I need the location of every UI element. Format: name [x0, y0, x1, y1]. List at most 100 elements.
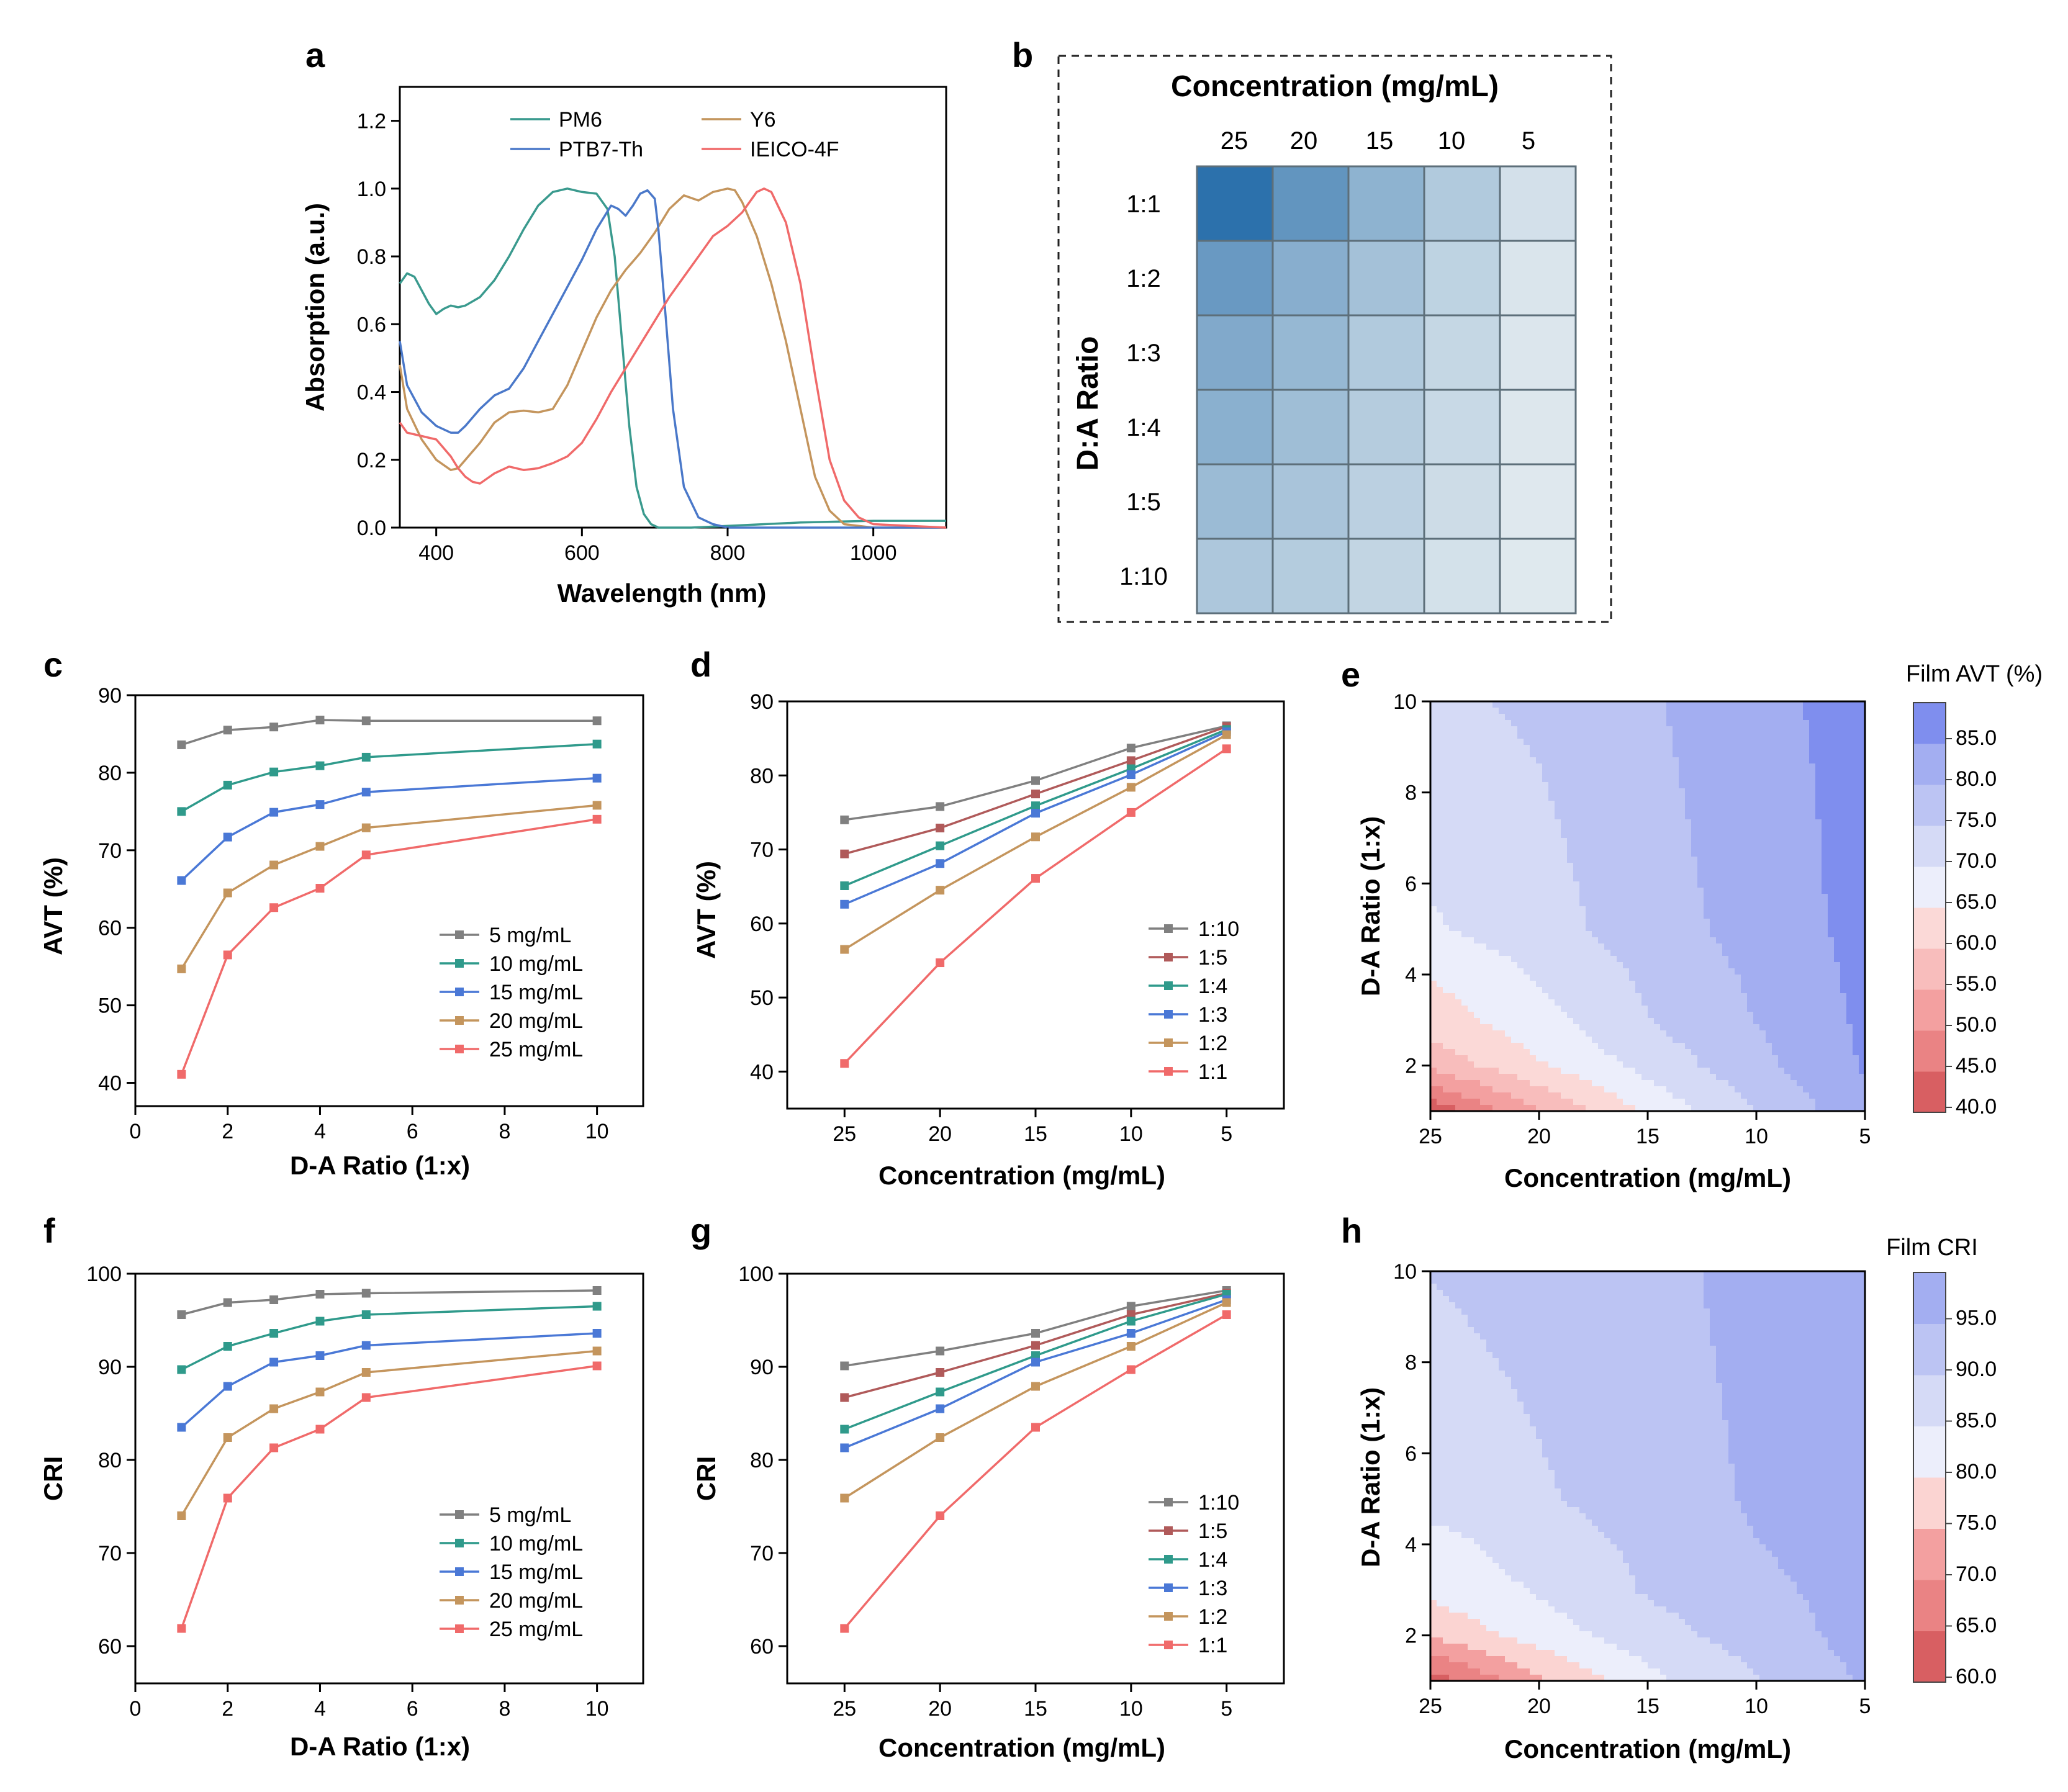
contour-cell: [1660, 720, 1667, 727]
contour-cell: [1747, 968, 1754, 975]
contour-cell: [1834, 776, 1841, 783]
contour-cell: [1722, 1049, 1729, 1056]
contour-cell: [1499, 857, 1506, 863]
contour-cell: [1536, 987, 1543, 994]
contour-cell: [1691, 1074, 1698, 1081]
contour-cell: [1592, 987, 1599, 994]
contour-cell: [1728, 795, 1735, 801]
contour-cell: [1536, 919, 1543, 925]
contour-cell: [1759, 975, 1766, 981]
contour-cell: [1561, 1068, 1568, 1074]
contour-cell: [1536, 1043, 1543, 1050]
contour-cell: [1803, 1105, 1810, 1112]
contour-cell: [1561, 826, 1568, 832]
contour-cell: [1641, 770, 1648, 777]
contour-cell: [1586, 987, 1592, 994]
contour-cell: [1530, 1055, 1537, 1062]
contour-cell: [1530, 1037, 1537, 1043]
contour-cell: [1511, 1068, 1518, 1074]
contour-cell: [1617, 826, 1623, 832]
contour-cell: [1685, 1105, 1692, 1112]
contour-cell: [1443, 1086, 1450, 1093]
contour-cell: [1716, 807, 1723, 814]
contour-cell: [1629, 999, 1636, 1006]
data-point: [177, 1511, 186, 1520]
contour-cell: [1722, 937, 1729, 944]
contour-cell: [1530, 931, 1537, 938]
contour-cell: [1691, 894, 1698, 901]
contour-cell: [1797, 776, 1804, 783]
contour-cell: [1815, 1030, 1822, 1037]
contour-cell: [1648, 968, 1655, 975]
contour-cell: [1741, 757, 1748, 764]
contour-cell: [1461, 999, 1468, 1006]
contour-cell: [1561, 850, 1568, 857]
contour-cell: [1704, 708, 1710, 714]
contour-cell: [1468, 745, 1474, 752]
contour-cell: [1524, 1030, 1530, 1037]
data-point: [177, 807, 186, 816]
contour-cell: [1822, 757, 1828, 764]
contour-cell: [1449, 708, 1456, 714]
contour-cell: [1530, 912, 1537, 919]
contour-cell: [1784, 975, 1791, 981]
contour-cell: [1561, 1074, 1568, 1081]
contour-cell: [1710, 950, 1717, 957]
contour-cell: [1517, 838, 1524, 845]
contour-cell: [1430, 863, 1437, 870]
contour-cell: [1542, 714, 1549, 721]
panel-d-legend: 1:101:51:41:31:21:1: [1149, 917, 1239, 1084]
film-sample-cell: [1423, 240, 1501, 317]
contour-cell: [1542, 708, 1549, 714]
contour-cell: [1635, 751, 1642, 758]
contour-cell: [1542, 726, 1549, 733]
contour-cell: [1716, 832, 1723, 839]
contour-cell: [1505, 931, 1512, 938]
data-point: [1031, 801, 1040, 811]
data-point: [1031, 790, 1040, 799]
contour-cell: [1443, 869, 1450, 876]
contour-cell: [1679, 1105, 1686, 1112]
contour-cell: [1747, 881, 1754, 888]
contour-cell: [1505, 819, 1512, 826]
contour-cell: [1617, 875, 1623, 882]
contour-cell: [1517, 850, 1524, 857]
contour-cell: [1455, 1080, 1462, 1087]
contour-cell: [1815, 739, 1822, 745]
contour-cell: [1623, 875, 1630, 882]
contour-cell: [1753, 776, 1760, 783]
contour-cell: [1822, 1099, 1828, 1105]
panel-d-y-axis-label: AVT (%): [692, 861, 721, 959]
contour-cell: [1778, 1061, 1785, 1068]
contour-cell: [1548, 763, 1555, 770]
contour-cell: [1679, 751, 1686, 758]
contour-cell: [1685, 962, 1692, 969]
contour-cell: [1443, 1061, 1450, 1068]
contour-cell: [1660, 894, 1667, 901]
contour-cell: [1753, 1012, 1760, 1019]
contour-cell: [1586, 770, 1592, 777]
contour-cell: [1586, 1012, 1592, 1019]
contour-cell: [1828, 943, 1835, 950]
contour-cell: [1722, 1105, 1729, 1112]
contour-cell: [1803, 863, 1810, 870]
contour-cell: [1759, 714, 1766, 721]
contour-cell: [1567, 1049, 1574, 1056]
contour-cell: [1797, 1074, 1804, 1081]
contour-cell: [1803, 956, 1810, 963]
contour-cell: [1673, 950, 1679, 957]
contour-cell: [1617, 795, 1623, 801]
contour-cell: [1803, 1006, 1810, 1012]
contour-cell: [1437, 1006, 1443, 1012]
contour-cell: [1461, 788, 1468, 795]
contour-cell: [1710, 931, 1717, 938]
y-tick-label: 1.2: [357, 110, 386, 133]
contour-cell: [1567, 745, 1574, 752]
contour-cell: [1505, 726, 1512, 733]
contour-cell: [1710, 956, 1717, 963]
contour-cell: [1654, 875, 1661, 882]
contour-cell: [1623, 850, 1630, 857]
contour-cell: [1828, 1074, 1835, 1081]
contour-cell: [1468, 863, 1474, 870]
contour-cell: [1455, 819, 1462, 826]
